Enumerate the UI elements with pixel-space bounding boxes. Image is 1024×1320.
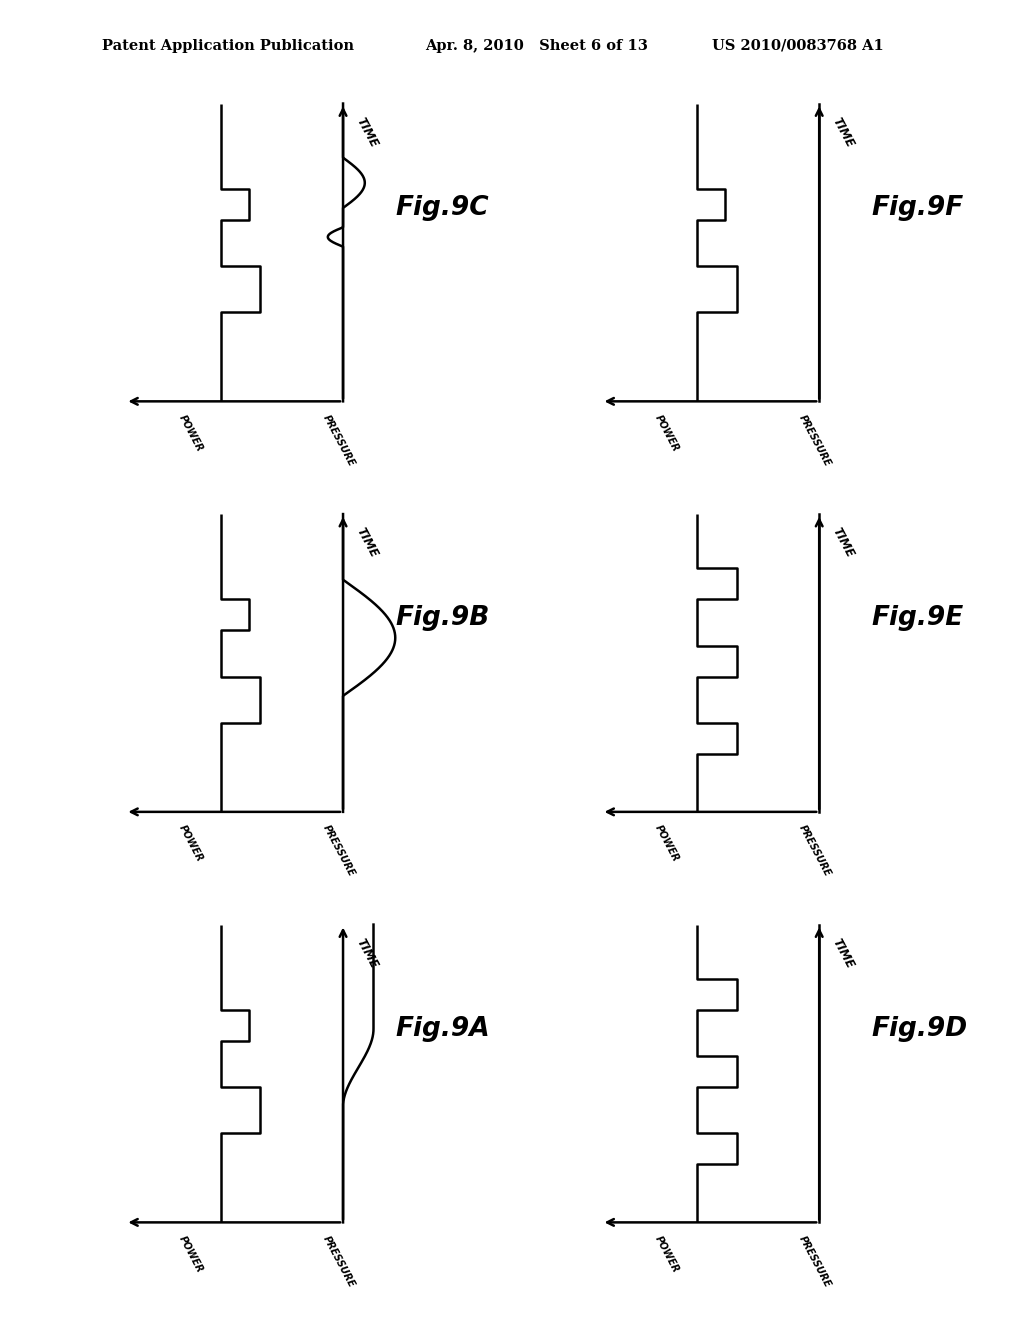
Text: POWER: POWER <box>177 413 205 453</box>
Text: PRESSURE: PRESSURE <box>321 413 356 467</box>
Text: TIME: TIME <box>354 115 381 149</box>
Text: TIME: TIME <box>830 115 857 149</box>
Text: Fig.9A: Fig.9A <box>395 1016 489 1041</box>
Text: Patent Application Publication: Patent Application Publication <box>102 40 354 53</box>
Text: Fig.9F: Fig.9F <box>871 195 964 220</box>
Text: TIME: TIME <box>830 936 857 970</box>
Text: Fig.9E: Fig.9E <box>871 606 964 631</box>
Text: POWER: POWER <box>653 1234 681 1274</box>
Text: TIME: TIME <box>354 525 381 560</box>
Text: Fig.9B: Fig.9B <box>395 606 489 631</box>
Text: PRESSURE: PRESSURE <box>321 1234 356 1288</box>
Text: POWER: POWER <box>653 824 681 863</box>
Text: TIME: TIME <box>830 525 857 560</box>
Text: TIME: TIME <box>354 936 381 970</box>
Text: POWER: POWER <box>653 413 681 453</box>
Text: PRESSURE: PRESSURE <box>321 824 356 878</box>
Text: PRESSURE: PRESSURE <box>797 824 833 878</box>
Text: Fig.9C: Fig.9C <box>395 195 488 220</box>
Text: POWER: POWER <box>177 1234 205 1274</box>
Text: PRESSURE: PRESSURE <box>797 1234 833 1288</box>
Text: POWER: POWER <box>177 824 205 863</box>
Text: Fig.9D: Fig.9D <box>871 1016 968 1041</box>
Text: PRESSURE: PRESSURE <box>797 413 833 467</box>
Text: US 2010/0083768 A1: US 2010/0083768 A1 <box>712 40 884 53</box>
Text: Apr. 8, 2010   Sheet 6 of 13: Apr. 8, 2010 Sheet 6 of 13 <box>425 40 648 53</box>
